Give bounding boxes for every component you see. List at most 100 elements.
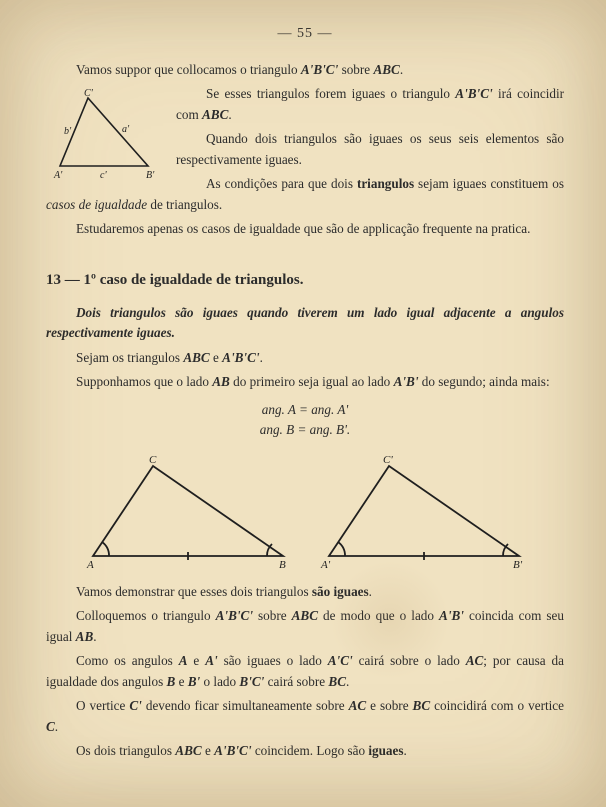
symbol: ABC xyxy=(183,350,209,365)
text: de triangulos. xyxy=(147,197,222,212)
text: sobre xyxy=(338,62,373,77)
symbol: ABC xyxy=(202,107,228,122)
two-triangles-figure: A B C A' B' C' xyxy=(46,452,564,572)
symbol: ABC xyxy=(175,743,201,758)
text: e xyxy=(202,743,214,758)
text: e xyxy=(175,674,187,689)
text: Vamos demonstrar que esses dois triangul… xyxy=(76,584,312,599)
vertex-label-c: C' xyxy=(84,88,94,99)
text: do segundo; ainda mais: xyxy=(418,374,549,389)
text: Colloquemos o triangulo xyxy=(76,608,216,623)
triangle-left-svg: A B C xyxy=(75,452,299,570)
symbol: A'B'C' xyxy=(214,743,251,758)
triangle-path xyxy=(60,98,148,166)
angle-arc-a xyxy=(102,542,109,556)
symbol: A' xyxy=(205,653,217,668)
text: Se esses triangulos forem iguaes o trian… xyxy=(206,86,455,101)
vertex-label-a: A' xyxy=(320,559,331,570)
symbol: A'B'C' xyxy=(455,86,492,101)
text: O vertice xyxy=(76,698,129,713)
page-number: — 55 — xyxy=(46,26,564,42)
symbol: BC xyxy=(413,698,431,713)
text: do primeiro seja igual ao lado xyxy=(230,374,394,389)
vertex-label-c: C' xyxy=(383,454,393,466)
text: e sobre xyxy=(366,698,412,713)
symbol: ABC xyxy=(292,608,318,623)
symbol: BC xyxy=(328,674,346,689)
text: coincidirá com o vertice xyxy=(430,698,564,713)
symbol: A'B'C' xyxy=(216,608,253,623)
text: cairá sobre xyxy=(264,674,328,689)
text: cairá sobre o lado xyxy=(353,653,466,668)
text: . xyxy=(260,350,263,365)
text: o lado xyxy=(200,674,239,689)
vertex-label-a: A xyxy=(86,559,94,570)
vertex-label-b: B' xyxy=(146,170,155,181)
theorem-statement: Dois triangulos são iguaes quando tivere… xyxy=(46,303,564,344)
wrap-para-5: Estudaremos apenas os casos de igualdade… xyxy=(46,219,564,239)
text: devendo ficar simultaneamente sobre xyxy=(142,698,349,713)
text: . xyxy=(404,743,407,758)
text: Como os angulos xyxy=(76,653,179,668)
triangle-path xyxy=(93,466,283,556)
symbol: A'C' xyxy=(328,653,353,668)
text: Vamos suppor que collocamos o triangulo xyxy=(76,62,301,77)
text: sejam iguaes constituem os xyxy=(414,176,564,191)
text: . xyxy=(228,107,231,122)
text: igual xyxy=(407,305,435,320)
vertex-label-c: C xyxy=(149,454,157,466)
symbol: B' xyxy=(188,674,200,689)
text: coincidem. Logo são xyxy=(252,743,369,758)
page-root: — 55 — Vamos suppor que collocamos o tri… xyxy=(0,0,606,807)
bold-text: triangulos xyxy=(357,176,414,191)
symbol: B xyxy=(167,674,176,689)
text: . xyxy=(93,629,96,644)
text: As condições para que dois xyxy=(206,176,357,191)
vertex-label-a: A' xyxy=(53,170,63,181)
angle-equalities: ang. A = ang. A' ang. B = ang. B'. xyxy=(46,400,564,440)
bold-text: são iguaes xyxy=(312,584,369,599)
symbol: AC xyxy=(466,653,484,668)
symbol: C' xyxy=(129,698,141,713)
symbol: A xyxy=(179,653,188,668)
small-triangle-svg: A' B' C' b' a' c' xyxy=(46,88,166,183)
text: são iguaes o lado xyxy=(218,653,328,668)
side-label-a: a' xyxy=(122,124,130,135)
text: Dois triangulos são iguaes quando tivere… xyxy=(76,305,407,320)
angle-arc-a xyxy=(338,542,345,556)
symbol: AB xyxy=(76,629,94,644)
text: . xyxy=(369,584,372,599)
triangle-right-svg: A' B' C' xyxy=(311,452,535,570)
text: Os dois triangulos xyxy=(76,743,175,758)
symbol: AB xyxy=(212,374,230,389)
section-13-title: 13 — 1º caso de igualdade de triangulos. xyxy=(46,272,564,289)
text: . xyxy=(346,674,349,689)
vertex-label-b: B' xyxy=(513,559,523,570)
symbol: A'B' xyxy=(439,608,464,623)
text: . xyxy=(400,62,403,77)
proof-para-4: O vertice C' devendo ficar simultaneamen… xyxy=(46,696,564,737)
proof-para-5: Os dois triangulos ABC e A'B'C' coincide… xyxy=(46,741,564,761)
text: Sejam os triangulos xyxy=(76,350,183,365)
triangle-path xyxy=(329,466,519,556)
symbol: AC xyxy=(349,698,367,713)
sejam-line: Sejam os triangulos ABC e A'B'C'. xyxy=(46,348,564,368)
supponhamos-line: Supponhamos que o lado AB do primeiro se… xyxy=(46,372,564,392)
text: Supponhamos que o lado xyxy=(76,374,212,389)
text: de modo que o lado xyxy=(318,608,439,623)
vertex-label-b: B xyxy=(279,559,286,570)
bold-text: iguaes xyxy=(368,743,403,758)
proof-para-3: Como os angulos A e A' são iguaes o lado… xyxy=(46,651,564,692)
text: iguaes xyxy=(136,325,171,340)
wrap-block: A' B' C' b' a' c' Se esses triangulos fo… xyxy=(46,84,564,243)
symbol-triangle-abc: ABC xyxy=(373,62,399,77)
proof-para-1: Vamos demonstrar que esses dois triangul… xyxy=(46,582,564,602)
text: e xyxy=(210,350,222,365)
text: sobre xyxy=(253,608,292,623)
text: . xyxy=(172,325,175,340)
symbol-triangle-abc-prime: A'B'C' xyxy=(301,62,338,77)
italic-text: casos de igualdade xyxy=(46,197,147,212)
intro-para-1: Vamos suppor que collocamos o triangulo … xyxy=(46,60,564,80)
symbol: C xyxy=(46,719,55,734)
text: e xyxy=(188,653,206,668)
